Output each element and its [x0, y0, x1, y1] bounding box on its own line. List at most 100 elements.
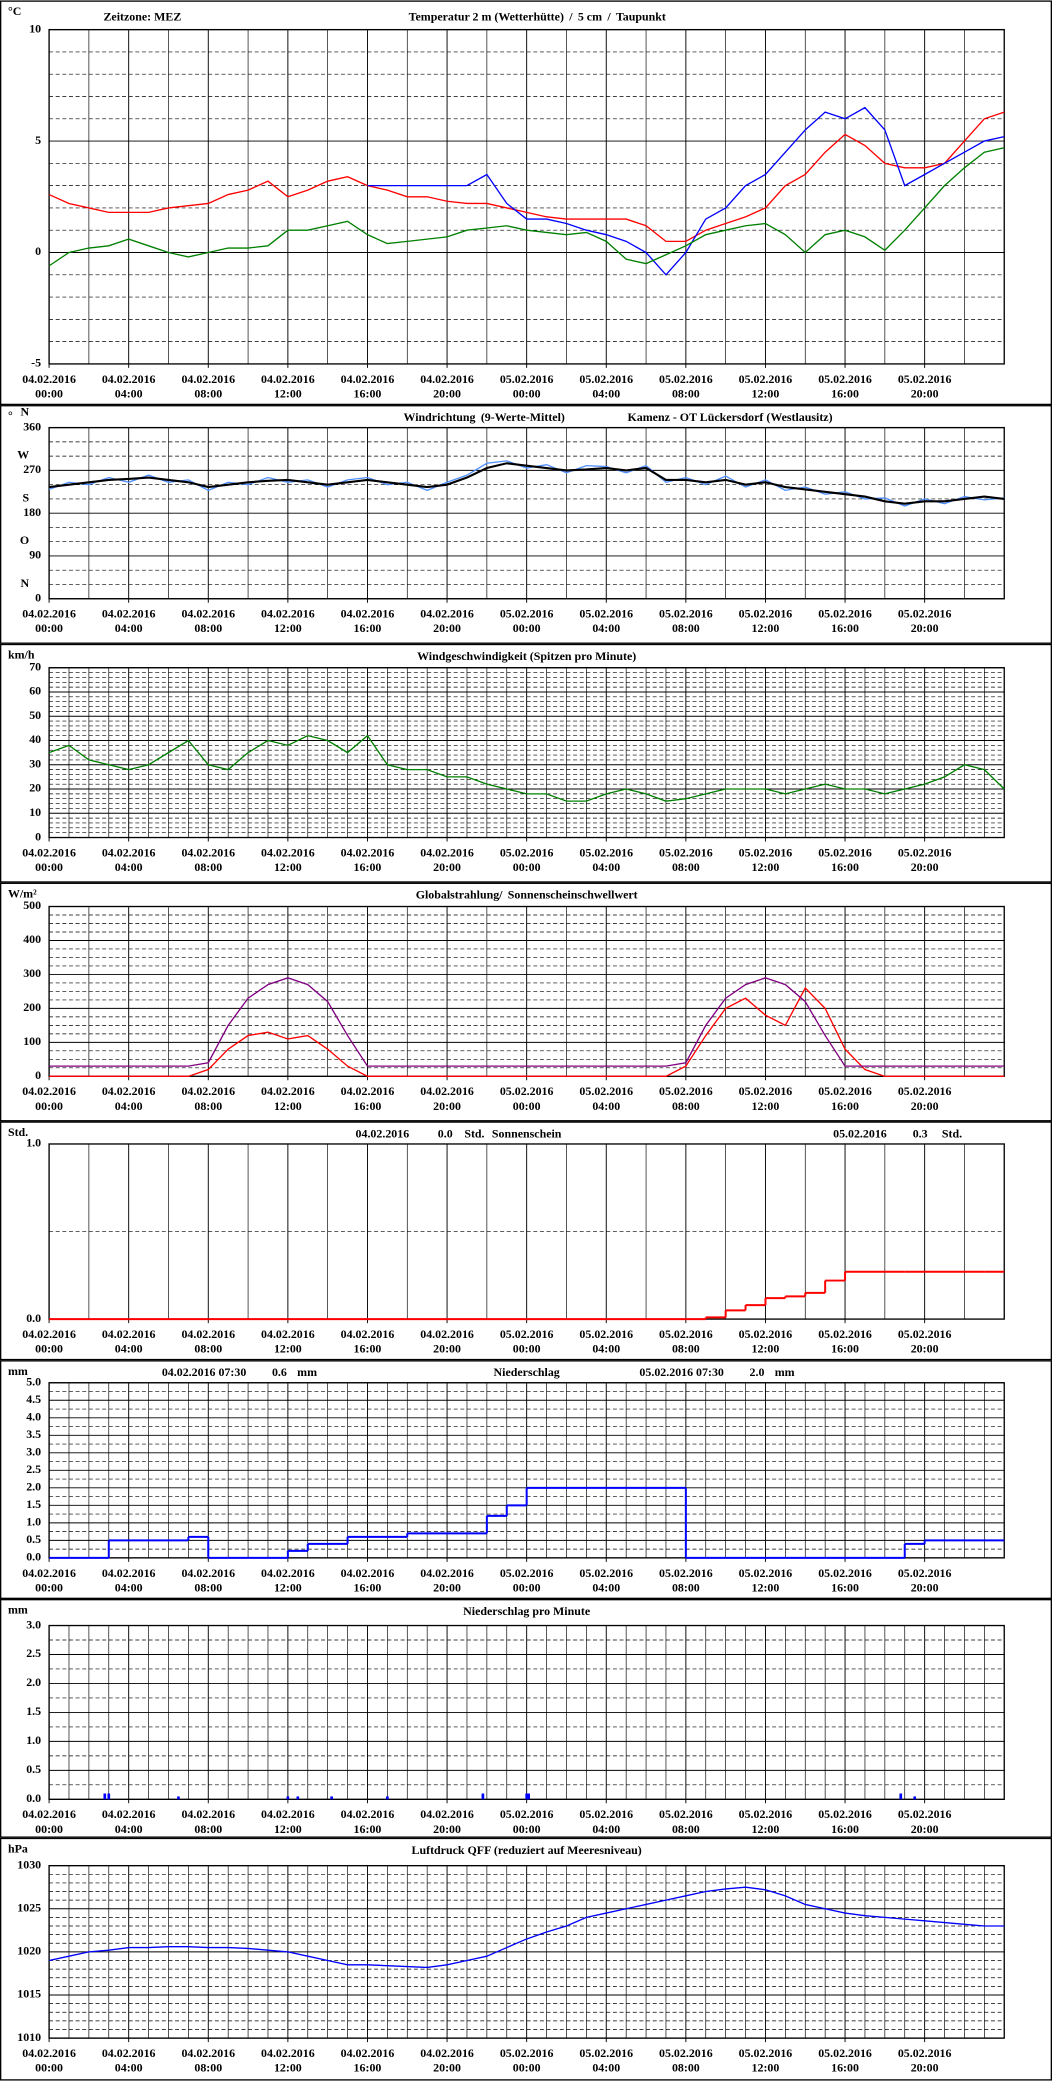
- y-tick-label: 3.0: [26, 1617, 41, 1631]
- x-tick-label: 04.02.2016 04:00: [102, 1807, 156, 1836]
- plot-border: [48, 1864, 1005, 2039]
- direction-label: N: [21, 576, 30, 590]
- y-tick-label: 1025: [17, 1900, 41, 1914]
- y-tick-label: 70: [29, 659, 41, 673]
- legend-separator: /: [606, 9, 611, 23]
- x-tick-label: 05.02.2016 16:00: [818, 845, 872, 874]
- panel-frame: [0, 882, 1052, 1122]
- panel-frame: [0, 1837, 1052, 2081]
- x-tick-label: 05.02.2016 20:00: [898, 606, 952, 635]
- y-tick-label: 360: [23, 419, 41, 433]
- x-tick-label: 05.02.2016 16:00: [818, 1327, 872, 1356]
- y-tick-label: 1030: [17, 1857, 41, 1871]
- y-tick-label: 40: [29, 732, 41, 746]
- annotation: 0.6: [272, 1365, 287, 1379]
- annotation: 04.02.2016 07:30: [162, 1365, 246, 1379]
- panel-frame: [0, 405, 1052, 644]
- chart-title: Windgeschwindigkeit (Spitzen pro Minute): [417, 649, 636, 663]
- x-tick-label: 05.02.2016 16:00: [818, 606, 872, 635]
- bar: [525, 1793, 528, 1800]
- direction-label: N: [21, 405, 30, 419]
- y-tick-label: 50: [29, 708, 41, 722]
- x-tick-label: 04.02.2016 12:00: [261, 1084, 315, 1113]
- y-tick-label: 200: [23, 1000, 41, 1014]
- unit-label: mm: [8, 1603, 28, 1617]
- y-tick-label: 10: [29, 805, 41, 819]
- x-tick-label: 04.02.2016 04:00: [102, 372, 156, 401]
- x-tick-label: 04.02.2016 00:00: [22, 606, 76, 635]
- bar: [103, 1793, 107, 1800]
- legend-entry: Windrichtung: [404, 410, 476, 424]
- bar: [107, 1793, 111, 1800]
- x-tick-label: 05.02.2016 00:00: [500, 1566, 554, 1595]
- x-tick-label: 05.02.2016 08:00: [659, 606, 713, 635]
- x-tick-label: 04.02.2016 00:00: [22, 1084, 76, 1113]
- y-tick-label: 5.0: [26, 1374, 41, 1388]
- legend-entry: Taupunkt: [616, 9, 666, 23]
- bar: [286, 1796, 290, 1800]
- y-tick-label: 0: [35, 829, 41, 843]
- x-tick-label: 04.02.2016 12:00: [261, 1327, 315, 1356]
- y-tick-label: 2.5: [26, 1462, 41, 1476]
- x-tick-label: 05.02.2016 00:00: [500, 1327, 554, 1356]
- x-tick-label: 05.02.2016 04:00: [579, 1084, 633, 1113]
- x-tick-label: 05.02.2016 12:00: [739, 606, 793, 635]
- legend-separator: /: [568, 9, 573, 23]
- x-tick-label: 04.02.2016 12:00: [261, 372, 315, 401]
- x-tick-label: 05.02.2016 08:00: [659, 1327, 713, 1356]
- x-tick-label: 04.02.2016 16:00: [341, 372, 395, 401]
- y-tick-label: -5: [31, 356, 41, 370]
- chart-title: Luftdruck QFF (reduziert auf Meeresnivea…: [412, 1843, 642, 1857]
- x-tick-label: 05.02.2016 12:00: [739, 372, 793, 401]
- panel-frame: [0, 643, 1052, 883]
- x-tick-label: 05.02.2016 12:00: [739, 1566, 793, 1595]
- y-tick-label: 1.5: [26, 1497, 41, 1511]
- annotation: Zeitzone: MEZ: [103, 9, 181, 23]
- x-tick-label: 04.02.2016 08:00: [181, 372, 235, 401]
- x-tick-label: 05.02.2016 04:00: [579, 1807, 633, 1836]
- direction-label: W: [17, 448, 29, 462]
- x-tick-label: 04.02.2016 08:00: [181, 1084, 235, 1113]
- x-tick-label: 05.02.2016 04:00: [579, 845, 633, 874]
- y-tick-label: 2.0: [26, 1480, 41, 1494]
- bar: [913, 1796, 917, 1800]
- y-tick-label: 1010: [17, 2030, 41, 2044]
- y-tick-label: 0: [35, 590, 41, 604]
- x-tick-label: 04.02.2016 00:00: [22, 845, 76, 874]
- x-tick-label: 04.02.2016 20:00: [420, 1084, 474, 1113]
- x-tick-label: 05.02.2016 20:00: [898, 845, 952, 874]
- x-tick-label: 05.02.2016 08:00: [659, 1807, 713, 1836]
- bar: [481, 1793, 485, 1800]
- annotation: mm: [775, 1365, 795, 1379]
- y-tick-label: 30: [29, 756, 41, 770]
- annotation: Std.: [942, 1126, 962, 1140]
- y-tick-label: 0.5: [26, 1762, 41, 1776]
- x-tick-label: 04.02.2016 04:00: [102, 845, 156, 874]
- y-tick-label: 500: [23, 898, 41, 912]
- x-tick-label: 05.02.2016 08:00: [659, 1566, 713, 1595]
- y-tick-label: 0.5: [26, 1532, 41, 1546]
- unit-label: °C: [8, 4, 21, 18]
- unit-label: °: [8, 409, 13, 423]
- x-tick-label: 04.02.2016 16:00: [341, 1084, 395, 1113]
- x-tick-label: 04.02.2016 16:00: [341, 606, 395, 635]
- legend-entry: (9-Werte-Mittel): [481, 410, 565, 424]
- annotation: 2.0: [750, 1365, 765, 1379]
- y-tick-label: 90: [29, 548, 41, 562]
- y-tick-label: 10: [29, 21, 41, 35]
- bar: [330, 1796, 333, 1800]
- y-tick-label: 4.5: [26, 1392, 41, 1406]
- y-tick-label: 0.0: [26, 1550, 41, 1564]
- y-tick-label: 3.5: [26, 1427, 41, 1441]
- x-tick-label: 04.02.2016 04:00: [102, 1566, 156, 1595]
- y-tick-label: 3.0: [26, 1445, 41, 1459]
- x-tick-label: 05.02.2016 04:00: [579, 606, 633, 635]
- x-tick-label: 05.02.2016 20:00: [898, 1327, 952, 1356]
- bar: [527, 1793, 530, 1800]
- legend: Windrichtung (9-Werte-Mittel): [404, 410, 565, 424]
- chart-title: Sonnenschein: [492, 1126, 562, 1140]
- panel: -5 0 5 10 04.02.2016 00:00 04.02.2016 04:00 04.0…: [0, 0, 1052, 406]
- panel-frame: [0, 1599, 1052, 1838]
- x-tick-label: 05.02.2016 16:00: [818, 1566, 872, 1595]
